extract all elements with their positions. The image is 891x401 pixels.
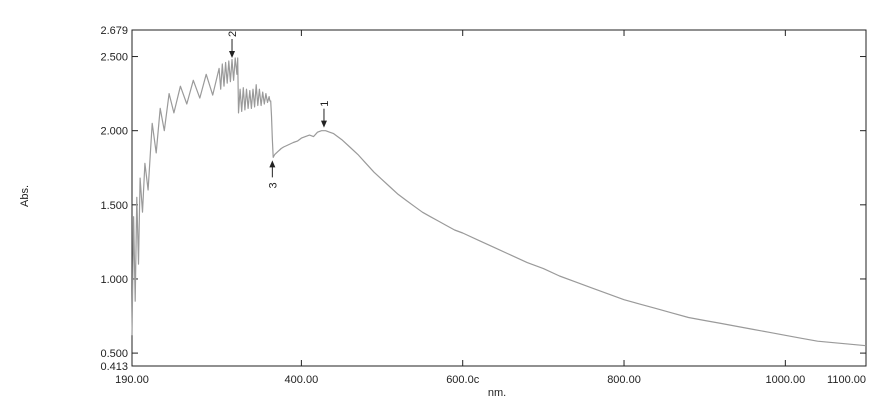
y-axis-label: Abs. xyxy=(19,185,31,207)
series-layer xyxy=(131,57,867,347)
x-tick-label: 800.00 xyxy=(607,374,641,386)
y-tick-label: 0.413 xyxy=(100,361,128,373)
x-axis-label: nm. xyxy=(488,387,506,396)
peak-marker: 3 xyxy=(267,160,279,188)
absorbance-series-line xyxy=(131,57,867,347)
plot-frame xyxy=(131,29,867,367)
x-tick-label: 1100.00 xyxy=(827,374,866,386)
x-tick-label: 1000.00 xyxy=(765,374,805,386)
peak-arrow-head xyxy=(269,160,276,168)
y-tick-label: 0.500 xyxy=(100,348,128,360)
x-tick-label: 190.00 xyxy=(115,374,149,386)
peak-label: 1 xyxy=(319,101,331,107)
x-tick-label: 600.0с xyxy=(446,374,480,386)
peak-arrow-head xyxy=(320,120,327,128)
x-tick-label: 400.00 xyxy=(285,374,319,386)
y-tick-label: 1.500 xyxy=(100,200,128,212)
y-tick-label: 1.000 xyxy=(100,274,128,286)
y-tick-label: 2.500 xyxy=(100,52,128,64)
peak-marker: 1 xyxy=(319,101,331,128)
peak-arrow-head xyxy=(229,50,236,58)
y-tick-label: 2.679 xyxy=(100,25,128,37)
peak-marker: 2 xyxy=(227,31,239,58)
y-tick-label: 2.000 xyxy=(100,126,128,138)
peak-label: 3 xyxy=(267,182,279,188)
peak-label: 2 xyxy=(227,31,239,37)
annotations-layer: 1 2 3 xyxy=(227,31,331,189)
